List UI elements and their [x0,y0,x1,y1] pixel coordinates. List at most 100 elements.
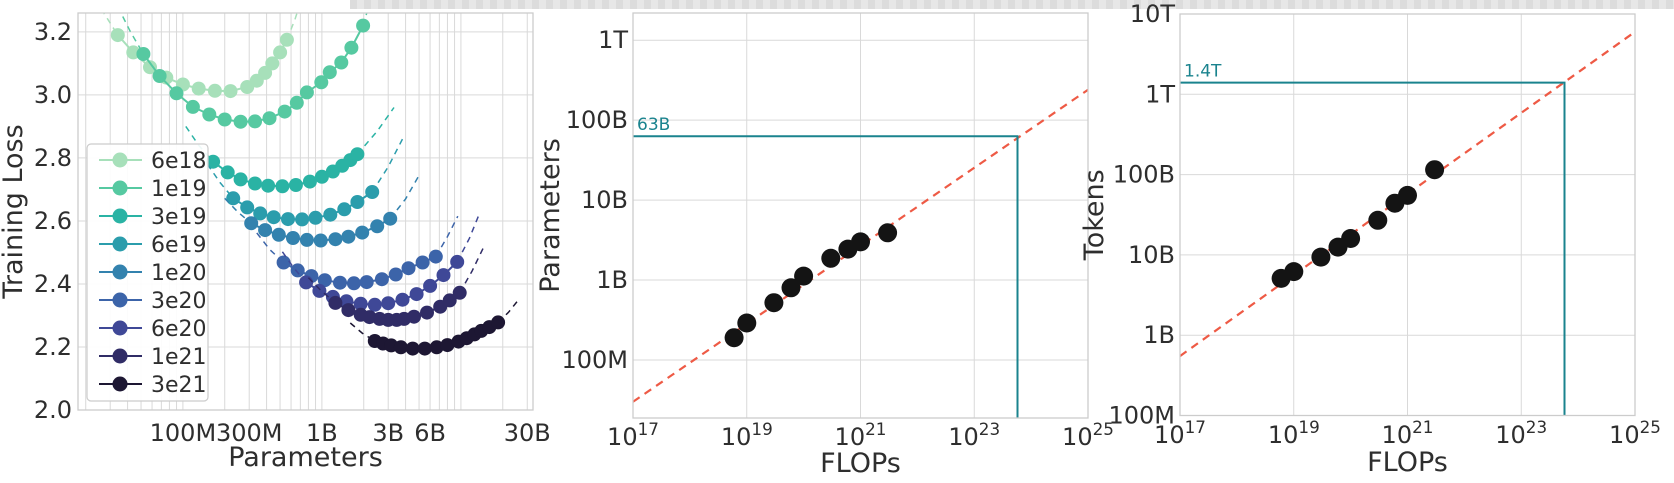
series-6e19-marker [308,210,323,225]
y-tick-label: 2.6 [34,207,72,235]
series-1e21-marker [420,305,434,320]
y-axis-label: Parameters [535,138,566,293]
series-6e19-marker [226,191,241,206]
plot-content [633,88,1088,403]
legend-label: 1e19 [151,177,207,202]
projection-line [633,135,1019,418]
series-6e19 [206,138,404,227]
tokens-vs-flops-svg: 1.4T 1017 1019 1021 1023 1025 100M 1B 10B 100B 1T 1… [1079,0,1661,478]
series-6e19-marker [240,200,255,215]
series-1e20-marker [313,233,328,248]
axes-spines [1179,13,1636,417]
y-tick-label: 2.2 [34,333,72,361]
legend-marker [112,320,128,336]
scatter-point [821,248,841,268]
series-3e21-marker [417,341,432,356]
y-tick-label: 2.4 [34,270,72,298]
series-1e21-extrapolation-right [459,247,485,294]
series-3e20-marker [388,267,403,282]
series-1e20-marker [355,225,370,240]
series-1e20-marker [370,219,385,234]
y-tick-label: 3.0 [34,81,72,109]
series-6e18-extrapolation-right [286,13,298,41]
legend-label: 1e21 [151,345,207,370]
scatter-points [1271,160,1445,288]
y-tick-label: 2.8 [34,144,72,172]
tokens-vs-flops-panel: 1.4T 1017 1019 1021 1023 1025 100M 1B 10B 100B 1T 1… [1079,0,1674,483]
scatter-point [1368,210,1388,230]
series-6e20-marker [381,296,396,311]
series-3e19-marker [261,178,276,193]
series-6e20-marker [395,292,410,307]
legend-label: 6e19 [151,233,207,258]
legend-box [86,143,209,402]
series-3e19 [185,107,395,194]
series-1e20-extrapolation-right [389,174,420,220]
series-6e19-extrapolation-right [371,138,404,193]
legend-entry-6e20: 6e20 [99,317,207,342]
top-edge-artifact [350,0,1674,9]
scatter-point [851,232,870,252]
series-6e18-extrapolation-left [102,13,119,36]
series-1e19-marker [185,99,200,114]
x-tick-label: 6B [414,419,446,447]
series-6e20-extrapolation-right [456,214,480,263]
series-3e21-marker [491,315,506,330]
series-6e18 [102,13,298,99]
series-6e20-marker [450,254,465,269]
series-3e19-marker [288,178,303,192]
x-tick-label: 1017 [607,419,659,451]
series-6e19-marker [295,212,310,227]
series-1e19-marker [217,112,232,127]
x-axis-label: FLOPs [820,448,901,479]
series-6e19-marker [365,185,380,199]
series-1e19-marker [334,55,349,70]
series-3e19-marker [206,154,221,169]
x-tick-label: 1025 [1062,419,1114,451]
scatter-point [781,278,801,298]
projection-annotation: 63B [637,115,670,135]
scatter-point [724,328,744,348]
series-3e19-marker [220,165,235,180]
y-tick-label: 100M [561,346,628,374]
series-3e20-marker [428,249,443,264]
series-1e19-extrapolation-left [120,13,145,55]
series-3e21-marker [405,341,420,356]
y-axis-label: Tokens [1079,169,1110,261]
legend-entry-3e21: 3e21 [99,373,207,398]
scatter-point [1341,229,1361,248]
legend-entry-1e20: 1e20 [99,261,207,286]
legend-marker [112,208,128,224]
series-6e19-marker [337,202,352,217]
params-vs-flops-panel: 63B 1017 1019 1021 1023 1025 100M 1B 10B 100B 1T FL… [535,0,1114,483]
plot-content [102,13,520,356]
fit-line [633,88,1088,403]
scatter-point [1284,262,1304,282]
series-3e21-marker [429,340,444,355]
axes-spines [632,12,1089,419]
series-1e20-marker [328,232,343,247]
legend-entry-6e19: 6e19 [99,233,207,258]
series-6e19-marker [253,206,268,221]
x-tick-label: 1021 [835,419,887,451]
x-tick-label: 300M [216,419,283,447]
gridlines [633,13,1088,418]
series-6e19-marker [323,207,338,222]
series-6e18-marker [207,83,222,98]
series-1e19-marker [322,65,337,80]
series-3e20-marker [290,263,305,278]
series-3e20-marker [333,275,347,290]
projection-annotation: 1.4T [1184,62,1222,82]
series-1e20-marker [244,216,259,231]
series-1e20-marker [286,231,300,245]
series-3e19-marker [248,176,262,191]
series-1e20-marker [258,223,273,238]
series-1e19-marker [169,86,184,101]
x-tick-label: 1025 [1609,417,1661,449]
legend-entry-3e19: 3e19 [99,205,207,230]
series-3e19-marker [233,172,248,187]
legend-marker [112,236,128,252]
legend-marker [112,348,128,364]
gridlines [1180,14,1635,416]
